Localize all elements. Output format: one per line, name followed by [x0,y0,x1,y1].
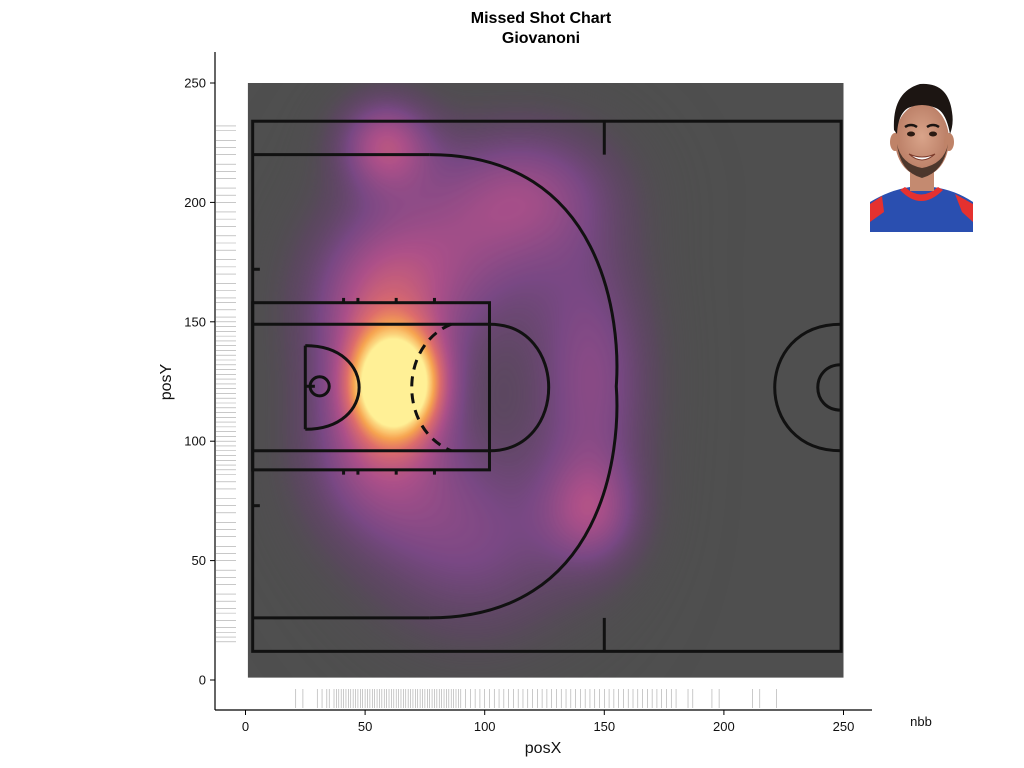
x-axis-label: posX [525,740,562,757]
free-throw-dashed-arc [410,322,452,453]
y-tick-label: 250 [184,76,206,91]
caption: nbb [910,714,932,729]
x-ticks: 0 50 100 150 200 250 [242,710,854,734]
y-tick-label: 0 [199,673,206,688]
y-axis-label: posY [158,363,175,400]
free-throw-arc [489,322,550,453]
chart-title: Missed Shot Chart [471,10,612,27]
x-tick-label: 50 [358,719,372,734]
y-tick-label: 150 [184,314,206,329]
player-headshot [870,72,973,232]
x-tick-label: 100 [474,719,496,734]
x-tick-label: 200 [713,719,735,734]
y-tick-label: 100 [184,434,206,449]
axes: 0 50 100 150 200 250 0 50 100 150 200 250 [184,52,872,734]
x-rug [295,689,777,708]
court-lines [251,119,843,653]
x-tick-label: 150 [593,719,615,734]
y-tick-label: 50 [192,553,206,568]
center-circle-outer [773,322,842,453]
density-heatmap [247,83,844,678]
density-image [247,83,844,678]
three-point-arc [429,153,619,620]
key-outer [251,301,491,472]
y-ticks: 0 50 100 150 200 250 [184,76,215,688]
x-tick-label: 0 [242,719,249,734]
y-tick-label: 200 [184,195,206,210]
center-circle-inner [816,363,842,412]
restricted-arc [305,344,361,431]
rim [308,375,331,398]
x-tick-label: 250 [833,719,855,734]
y-rug [216,125,236,643]
chart-subtitle: Giovanoni [502,30,580,47]
